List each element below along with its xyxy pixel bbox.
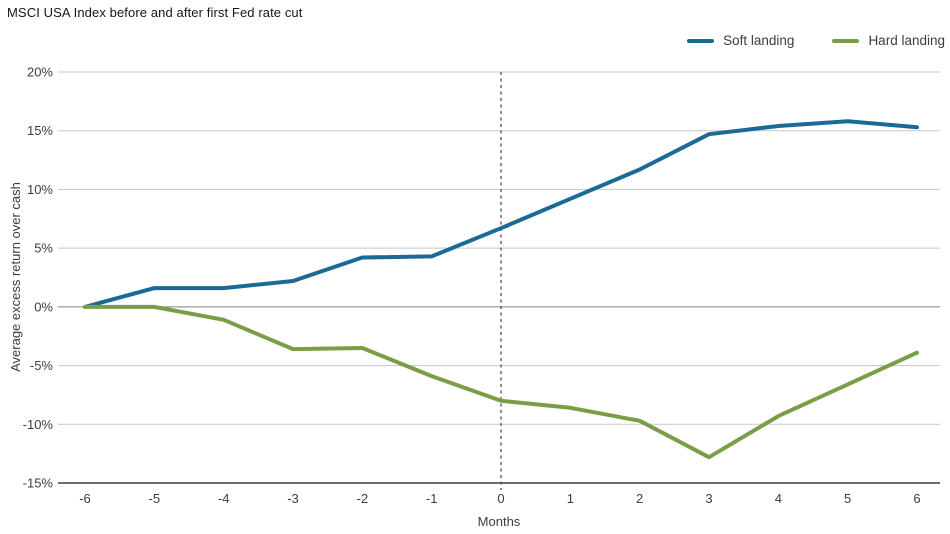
y-tick-label: 0% — [34, 299, 53, 314]
x-tick-label: 6 — [913, 491, 920, 506]
series-line-soft-landing — [83, 119, 919, 309]
series-line-hard-landing — [83, 304, 919, 460]
x-tick-label: 2 — [636, 491, 643, 506]
legend-label-soft-landing: Soft landing — [723, 33, 795, 48]
x-tick-label: -5 — [149, 491, 161, 506]
x-axis-title: Months — [478, 514, 521, 529]
y-tick-label: 15% — [27, 123, 53, 138]
y-tick-label: -15% — [23, 476, 54, 491]
x-tick-label: -2 — [357, 491, 369, 506]
y-axis-title: Average excess return over cash — [8, 182, 23, 372]
x-tick-label: -6 — [79, 491, 91, 506]
chart-title: MSCI USA Index before and after first Fe… — [7, 5, 303, 20]
x-tick-label: 4 — [775, 491, 782, 506]
x-tick-label: 0 — [497, 491, 504, 506]
y-tick-label: 5% — [34, 241, 53, 256]
y-tick-label: 10% — [27, 182, 53, 197]
x-tick-label: 1 — [567, 491, 574, 506]
x-tick-label: 3 — [705, 491, 712, 506]
hard-landing-swatch-icon — [832, 38, 860, 43]
y-tick-label: -5% — [30, 358, 54, 373]
y-tick-label: 20% — [27, 65, 53, 80]
legend-item-hard-landing: Hard landing — [832, 33, 945, 48]
x-tick-label: -1 — [426, 491, 438, 506]
legend: Soft landing Hard landing — [687, 33, 945, 48]
legend-item-soft-landing: Soft landing — [687, 33, 794, 48]
soft-landing-swatch-icon — [687, 38, 715, 43]
x-tick-label: 5 — [844, 491, 851, 506]
y-tick-label: -10% — [23, 417, 54, 432]
legend-label-hard-landing: Hard landing — [868, 33, 945, 48]
x-tick-label: -3 — [287, 491, 299, 506]
x-tick-label: -4 — [218, 491, 230, 506]
